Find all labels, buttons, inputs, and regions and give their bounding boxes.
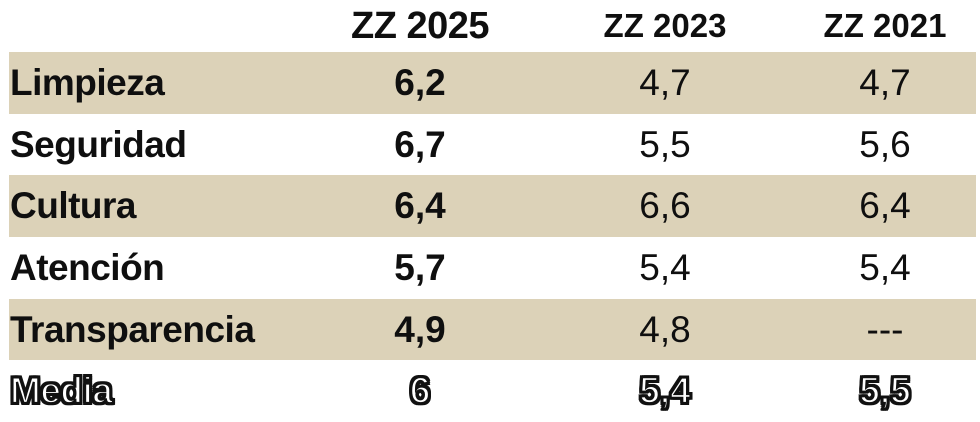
table-row-cultura: Cultura 6,4 6,6 6,4 [0, 175, 980, 237]
value-zz2021: 5,5 [858, 369, 912, 412]
value-zz2023: 4,8 [639, 308, 691, 350]
value-zz2023: 6,6 [639, 185, 691, 227]
value-zz2023: 5,5 [639, 123, 691, 165]
value-zz2021: 6,4 [859, 185, 911, 227]
table-row-transparencia: Transparencia 4,9 4,8 --- [0, 298, 980, 361]
value-zz2025: 6,4 [394, 185, 446, 227]
row-label: Seguridad [10, 123, 187, 165]
value-zz2021: 5,6 [859, 123, 911, 165]
value-zz2021: 5,4 [859, 246, 911, 288]
value-zz2023: 5,4 [639, 246, 691, 288]
table-row-seguridad: Seguridad 6,7 5,5 5,6 [0, 114, 980, 176]
value-zz2025: 5,7 [394, 246, 446, 288]
value-zz2025: 6,2 [394, 61, 446, 103]
column-header-zz2025: ZZ 2025 [350, 4, 490, 47]
table-row-media: Media 6 5,4 5,5 [0, 360, 980, 422]
value-zz2023: 5,4 [638, 369, 692, 412]
row-label: Transparencia [10, 308, 255, 350]
table-row-limpieza: Limpieza 6,2 4,7 4,7 [0, 52, 980, 114]
row-label: Atención [10, 246, 165, 288]
column-header-zz2021: ZZ 2021 [823, 7, 947, 44]
value-zz2021: 4,7 [859, 61, 911, 103]
row-label: Media [9, 369, 114, 412]
value-zz2025: 4,9 [394, 308, 446, 350]
value-zz2025: 6 [409, 369, 432, 412]
value-zz2023: 4,7 [639, 61, 691, 103]
value-zz2021: --- [866, 308, 904, 350]
table-row-atencion: Atención 5,7 5,4 5,4 [0, 237, 980, 299]
table-header-row: ZZ 2025 ZZ 2023 ZZ 2021 [0, 0, 980, 52]
row-label: Cultura [10, 185, 137, 227]
row-label: Limpieza [10, 61, 165, 103]
value-zz2025: 6,7 [394, 123, 446, 165]
column-header-zz2023: ZZ 2023 [603, 7, 727, 44]
